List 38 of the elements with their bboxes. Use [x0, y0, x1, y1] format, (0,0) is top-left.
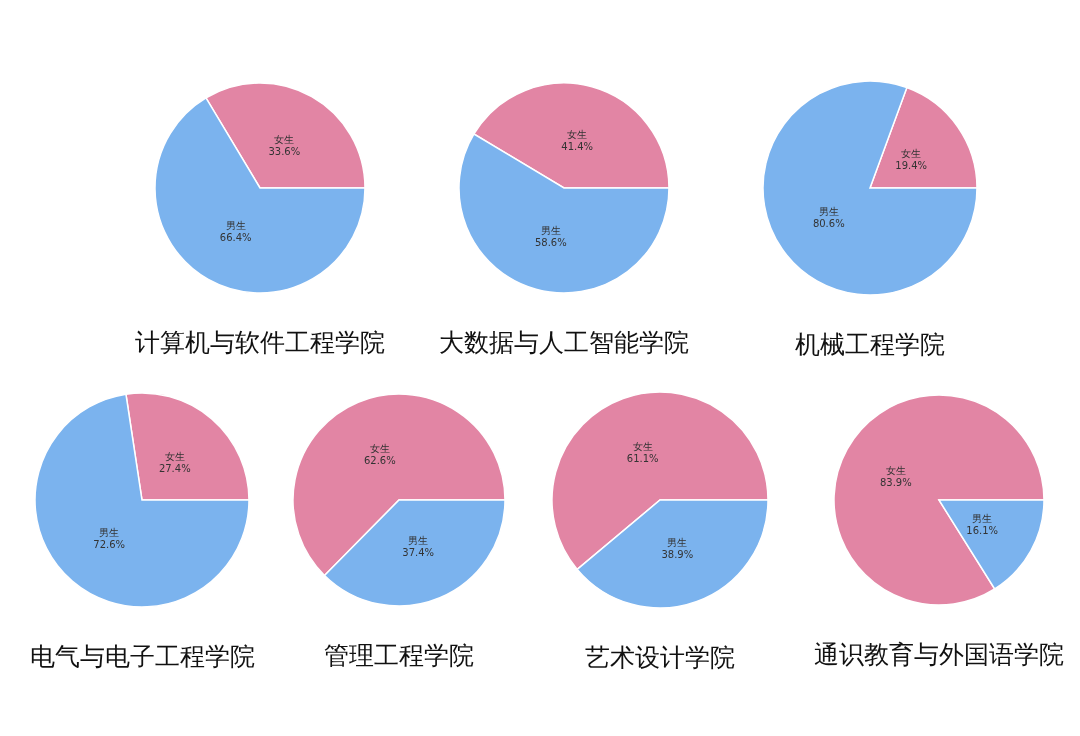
pie-slice: [762, 80, 978, 296]
data-label: 16.1%: [966, 524, 999, 536]
data-label: 62.6%: [363, 455, 396, 467]
slice-label: 女生: [632, 441, 653, 453]
slice-label: 女生: [567, 129, 588, 141]
pie-slice: [34, 393, 250, 608]
slice-label: 男生: [540, 224, 561, 236]
data-label: 38.9%: [661, 548, 694, 560]
data-label: 80.6%: [812, 217, 845, 229]
data-label: 83.9%: [879, 477, 912, 489]
slice-label: 男生: [818, 205, 839, 217]
text: 管理工程学院: [324, 641, 474, 670]
text: 电气与电子工程学院: [29, 642, 255, 671]
data-label: 33.6%: [268, 146, 301, 158]
data-label: 66.4%: [219, 231, 252, 243]
text: 通识教育与外国语学院: [814, 640, 1064, 669]
data-label: 72.6%: [93, 539, 126, 551]
slice-label: 女生: [274, 134, 295, 146]
data-label: 37.4%: [402, 546, 435, 558]
slice-label: 女生: [901, 148, 922, 160]
text: 机械工程学院: [795, 330, 945, 359]
text: 大数据与人工智能学院: [439, 328, 689, 357]
slice-label: 男生: [408, 534, 429, 546]
slice-label: 男生: [972, 512, 993, 524]
slice-label: 男生: [99, 527, 120, 539]
slice-label: 男生: [225, 219, 246, 231]
data-label: 19.4%: [895, 160, 928, 172]
text: 计算机与软件工程学院: [135, 328, 385, 357]
text: 艺术设计学院: [585, 643, 735, 672]
pie-slice: [833, 394, 1045, 606]
data-label: 61.1%: [626, 453, 659, 465]
slice-label: 女生: [164, 450, 185, 462]
data-label: 58.6%: [534, 236, 567, 248]
data-label: 27.4%: [158, 462, 191, 474]
data-label: 41.4%: [561, 141, 594, 153]
slice-label: 男生: [667, 536, 688, 548]
slice-label: 女生: [885, 465, 906, 477]
slice-label: 女生: [369, 443, 390, 455]
